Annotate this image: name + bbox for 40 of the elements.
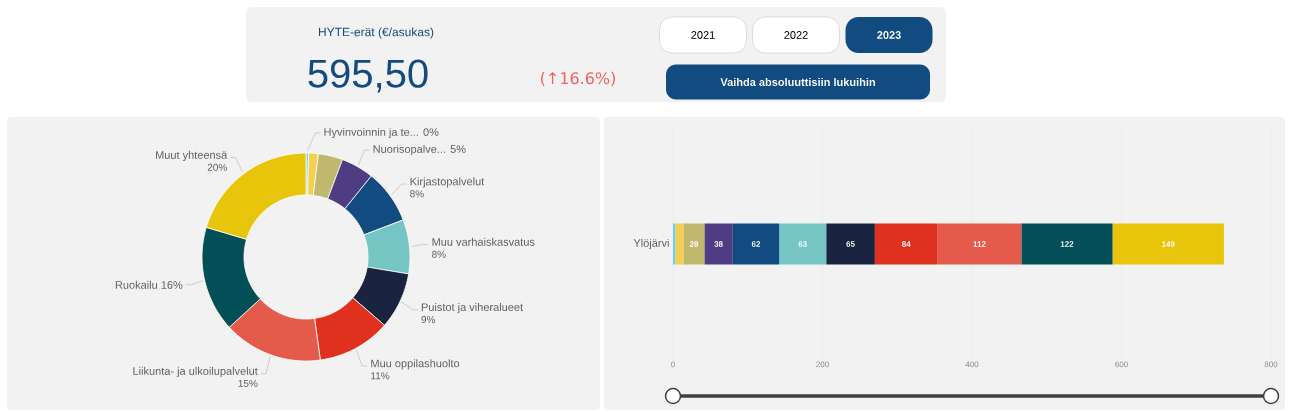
data-label: 15% bbox=[238, 379, 258, 387]
data-label: 149 bbox=[1162, 241, 1175, 247]
data-label: 8% bbox=[432, 250, 446, 258]
slice-label: Muu oppilashuolto bbox=[371, 359, 460, 370]
data-label: 20% bbox=[207, 163, 227, 171]
slice-label: Kirjastopalvelut bbox=[410, 177, 485, 188]
x-tick-label: 800 bbox=[1264, 361, 1278, 368]
x-tick-label: 0 bbox=[671, 361, 675, 368]
text: 2022 bbox=[784, 31, 808, 39]
data-label: 8% bbox=[410, 190, 424, 198]
text: Vaihda absoluuttisiin lukuihin bbox=[720, 77, 875, 87]
slice-label: Ruokailu bbox=[115, 280, 157, 289]
slice-label: Nuorisopalve... bbox=[373, 144, 446, 156]
data-label: 122 bbox=[1060, 241, 1074, 247]
x-tick-label: 600 bbox=[1115, 361, 1128, 368]
slice-label: Hyvinvoinnin ja te... bbox=[324, 127, 418, 139]
text: 595,50 bbox=[308, 59, 428, 93]
slice-label: Muu varhaiskasvatus bbox=[432, 237, 535, 246]
text: 2023 bbox=[877, 31, 901, 39]
x-tick-label: 400 bbox=[965, 361, 979, 368]
data-label: 11% bbox=[371, 372, 390, 380]
text: (↑16.6%) bbox=[541, 71, 615, 87]
x-tick-label: 200 bbox=[816, 361, 829, 368]
data-label: 16% bbox=[161, 281, 183, 289]
data-label: 112 bbox=[973, 241, 986, 247]
slice-label: Muut yhteensä bbox=[156, 150, 228, 162]
y-tick-label: Ylöjärvi bbox=[633, 238, 669, 250]
slice-label: Puistot ja viheralueet bbox=[421, 303, 523, 314]
data-label: 5% bbox=[450, 145, 466, 153]
data-label: 28 bbox=[689, 241, 699, 247]
data-label: 62 bbox=[751, 241, 761, 247]
text: 2021 bbox=[691, 31, 715, 39]
data-label: 0% bbox=[423, 128, 439, 136]
data-label: 38 bbox=[714, 241, 723, 247]
text: HYTE-erät (€/asukas) bbox=[318, 27, 434, 39]
data-label: 63 bbox=[798, 241, 807, 247]
data-label: 9% bbox=[421, 315, 436, 324]
slice-label: Liikunta- ja ulkoilupalvelut bbox=[133, 366, 258, 378]
data-label: 65 bbox=[846, 241, 855, 247]
data-label: 84 bbox=[902, 241, 911, 247]
